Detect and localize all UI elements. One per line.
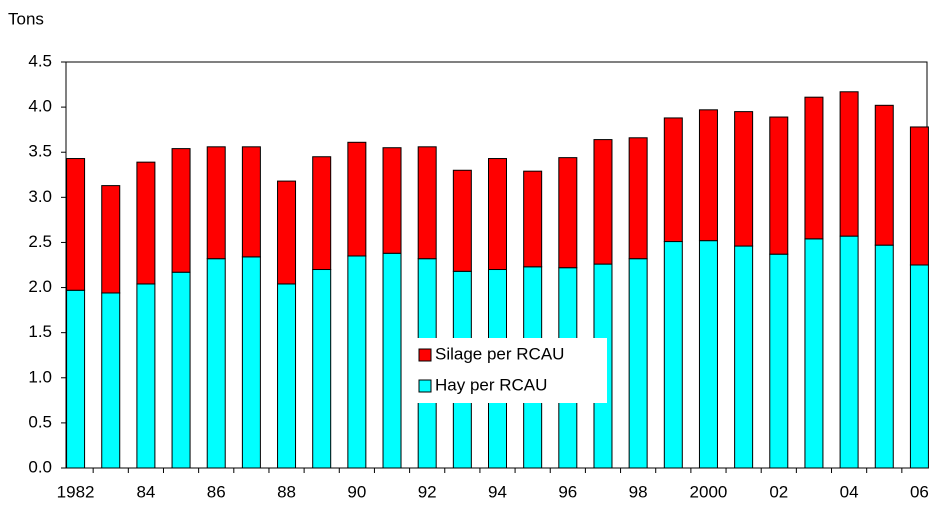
y-tick-label: 2.5 [28,232,52,251]
bar-segment [241,256,261,469]
bar-segment [136,161,156,285]
bar-segment [769,116,789,255]
x-tick-label: 98 [629,482,648,501]
y-tick-label: 0.0 [28,457,52,476]
bar-segment [628,137,648,260]
bar-segment [734,245,754,469]
bar-segment [839,91,859,237]
bar-segment [909,126,929,266]
x-tick-label: 96 [558,482,577,501]
x-tick-label: 92 [418,482,437,501]
bar-segment [452,169,472,272]
bar-segment [382,252,402,469]
x-tick-label: 84 [136,482,155,501]
y-tick-label: 3.0 [28,187,52,206]
bar-segment [734,111,754,247]
bar-segment [101,185,121,294]
x-tick-label: 90 [347,482,366,501]
bar-segment [206,258,226,469]
bar-segment [523,170,543,268]
x-tick-label: 2000 [690,482,728,501]
legend-label: Silage per RCAU [435,344,564,363]
bar-segment [101,292,121,469]
legend-swatch [418,379,432,393]
bar-segment [312,269,332,469]
bar-segment [66,158,86,291]
x-tick-label: 02 [769,482,788,501]
bar-segment [66,289,86,469]
bar-segment [277,283,297,469]
legend-box [413,338,607,403]
x-tick-label: 06 [910,482,929,501]
x-tick-label: 94 [488,482,507,501]
bar-segment [347,255,367,469]
x-tick-label: 04 [840,482,859,501]
bar-segment [558,157,578,269]
bar-segment [663,117,683,243]
bar-segment [804,238,824,469]
legend-label: Hay per RCAU [435,375,547,394]
x-tick-label: 1982 [57,482,95,501]
bar-segment [698,109,718,242]
x-tick-label: 88 [277,482,296,501]
y-tick-label: 3.5 [28,142,52,161]
bar-segment [171,148,191,273]
bar-segment [241,146,261,258]
bar-segment [628,258,648,469]
y-tick-label: 4.5 [28,51,52,70]
y-axis-label: Tons [8,9,44,28]
y-tick-label: 1.0 [28,367,52,386]
bar-segment [874,244,894,469]
bar-segment [136,283,156,469]
bar-segment [663,241,683,469]
bar-segment [909,264,929,469]
bar-segment [874,104,894,246]
bar-segment [488,158,507,271]
y-tick-label: 1.5 [28,322,52,341]
bar-segment [839,235,859,469]
legend-swatch [418,348,432,362]
bar-segment [769,253,789,469]
bar-segment [347,141,367,257]
bar-segment [312,156,332,271]
bar-segment [206,146,226,260]
bar-segment [593,139,613,265]
bar-segment [171,271,191,469]
y-tick-label: 2.0 [28,277,52,296]
bar-segment [382,147,402,254]
y-tick-label: 0.5 [28,412,52,431]
y-tick-label: 4.0 [28,97,52,116]
bar-segment [277,180,297,285]
bar-segment [804,96,824,240]
bar-segment [417,146,437,260]
x-tick-label: 86 [207,482,226,501]
bar-segment [698,240,718,469]
